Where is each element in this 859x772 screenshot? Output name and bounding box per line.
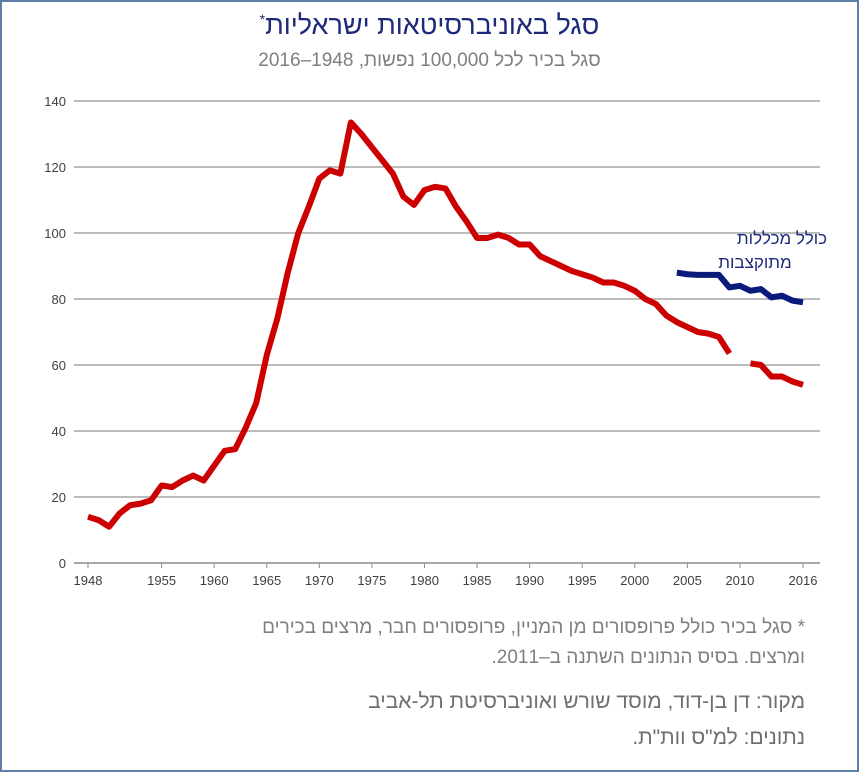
x-tick-label: 2010 xyxy=(725,573,754,588)
y-tick-label: 100 xyxy=(44,226,66,241)
series-line-0 xyxy=(749,360,804,388)
title-text: סגל באוניברסיטאות ישראליות xyxy=(265,10,600,40)
title-footnote-mark: * xyxy=(259,11,266,27)
source-line-1: מקור: דן בן-דוד, מוסד שורש ואוניברסיטת ת… xyxy=(368,690,805,713)
y-tick-label: 40 xyxy=(52,424,66,439)
footnote-line-2: ומרצים. בסיס הנתונים השתנה ב–2011. xyxy=(491,647,805,668)
x-tick-label: 1960 xyxy=(200,573,229,588)
x-tick-label: 2000 xyxy=(620,573,649,588)
x-tick-label: 1965 xyxy=(252,573,281,588)
series-line-0 xyxy=(87,119,732,530)
y-tick-label: 80 xyxy=(52,292,66,307)
x-tick-label: 2016 xyxy=(789,573,818,588)
x-tick-label: 1955 xyxy=(147,573,176,588)
chart-title: סגל באוניברסיטאות ישראליות* xyxy=(2,10,857,41)
x-tick-label: 1948 xyxy=(74,573,103,588)
x-tick-label: 1975 xyxy=(357,573,386,588)
x-tick-label: 1970 xyxy=(305,573,334,588)
series-label-line-2: מתוקצבות xyxy=(718,253,791,272)
x-tick-label: 1980 xyxy=(410,573,439,588)
source-line-2: נתונים: למ"ס וות"ת. xyxy=(632,726,805,749)
y-tick-label: 60 xyxy=(52,358,66,373)
series-label-line-1: כולל מכללות xyxy=(737,229,827,248)
chart-subtitle: סגל בכיר לכל 100,000 נפשות, 1948–2016 xyxy=(258,50,601,71)
footnote-line-1: * סגל בכיר כולל פרופסורים מן המניין, פרו… xyxy=(262,617,805,638)
x-tick-label: 1985 xyxy=(463,573,492,588)
series-line-1 xyxy=(676,269,804,306)
y-tick-label: 120 xyxy=(44,160,66,175)
x-tick-label: 1995 xyxy=(568,573,597,588)
y-tick-label: 140 xyxy=(44,94,66,109)
y-tick-label: 20 xyxy=(52,490,66,505)
line-chart: 0 20 40 60 80 100 120 140 1948 1955 1960 1965 1970 19… xyxy=(44,94,827,588)
x-tick-label: 2005 xyxy=(673,573,702,588)
x-tick-label: 1990 xyxy=(515,573,544,588)
y-tick-label: 0 xyxy=(59,556,66,571)
